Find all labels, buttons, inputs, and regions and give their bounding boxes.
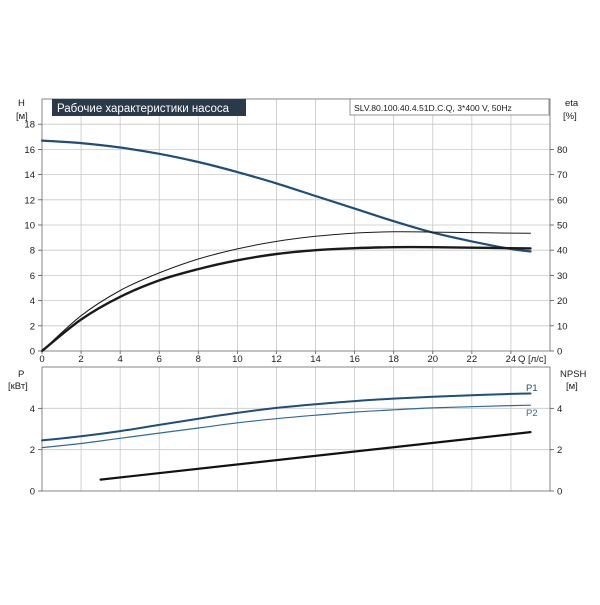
y-right-tick-label: 30: [557, 271, 568, 282]
y-left-label-lower: P: [18, 369, 24, 380]
x-tick-label: 14: [310, 354, 321, 365]
y-right-tick-label: 40: [557, 246, 568, 257]
upper-grid: [42, 99, 550, 351]
y-left-tick-label: 4: [30, 404, 35, 415]
curve-eta-thin: [41, 231, 531, 352]
y-right-tick-label: 70: [557, 170, 568, 181]
x-tick-label: 24: [506, 354, 517, 365]
series-label-p1: P1: [526, 383, 538, 394]
chart-title: Рабочие характеристики насоса: [57, 103, 230, 115]
x-tick-label: 8: [196, 354, 201, 365]
y-left-unit-upper: [м]: [16, 111, 28, 122]
curve-h: [40, 139, 532, 253]
y-left-tick-label: 2: [30, 321, 35, 332]
x-tick-label: 18: [388, 354, 399, 365]
lower-right-tick-labels: 0 2 4: [550, 404, 562, 498]
y-right-tick-label: 2: [557, 445, 562, 456]
pump-model-label: SLV.80.100.40.4.51D.C.Q, 3*400 V, 50Hz: [354, 103, 512, 113]
y-left-tick-label: 2: [30, 445, 35, 456]
curve-npsh: [99, 431, 532, 481]
x-axis-label: Q [л/с]: [518, 354, 546, 365]
y-right-tick-label: 80: [557, 145, 568, 156]
y-left-tick-label: 14: [24, 170, 35, 181]
lower-grid: [42, 367, 550, 491]
y-right-tick-label: 50: [557, 221, 568, 232]
y-right-label-lower: NPSH: [560, 369, 587, 380]
y-right-unit-lower: [м]: [566, 381, 578, 392]
upper-curves: [40, 139, 532, 353]
model-box: [349, 98, 550, 116]
x-tick-labels: 0 2 4 6 8 10 12 14 16 18 20 22 24: [39, 351, 516, 365]
x-tick-label: 16: [349, 354, 360, 365]
x-tick-label: 12: [271, 354, 282, 365]
y-left-tick-label: 4: [30, 296, 35, 307]
lower-left-tick-labels: 0 2 4: [30, 404, 42, 498]
lower-frame: [41, 366, 551, 492]
curve-eta-thick: [40, 245, 532, 353]
y-right-unit-upper: [%]: [563, 111, 577, 122]
y-left-tick-label: 16: [24, 145, 35, 156]
y-left-tick-label: 0: [30, 487, 35, 498]
x-tick-label: 22: [467, 354, 478, 365]
upper-right-tick-labels: 0 10 20 30 40 50 60 70 80: [550, 145, 568, 358]
y-right-tick-label: 0: [557, 347, 562, 358]
y-right-tick-label: 20: [557, 296, 568, 307]
y-left-tick-label: 12: [24, 195, 35, 206]
y-left-unit-lower: [кВт]: [8, 381, 28, 392]
x-tick-label: 10: [232, 354, 243, 365]
y-left-tick-label: 6: [30, 271, 35, 282]
upper-left-tick-labels: 0 2 4 6 8 10 12 14 16 18: [24, 120, 42, 358]
y-left-tick-label: 8: [30, 246, 35, 257]
y-left-tick-label: 0: [30, 347, 35, 358]
x-tick-label: 4: [118, 354, 123, 365]
lower-chart: 0 2 4 0 2 4 P [кВт] NPSH [м] P1 P2: [8, 366, 587, 498]
lower-curves: [41, 392, 532, 481]
y-right-tick-label: 0: [557, 487, 562, 498]
y-left-tick-label: 18: [24, 120, 35, 131]
y-right-label-upper: eta: [565, 98, 579, 109]
y-right-tick-label: 4: [557, 404, 562, 415]
curve-p1: [41, 392, 532, 442]
x-tick-label: 6: [157, 354, 162, 365]
y-right-tick-label: 60: [557, 195, 568, 206]
series-label-p2: P2: [526, 408, 538, 419]
y-left-tick-label: 10: [24, 221, 35, 232]
x-tick-label: 2: [78, 354, 83, 365]
x-tick-label: 20: [427, 354, 438, 365]
title-box: [52, 99, 246, 116]
x-tick-label: 0: [39, 354, 44, 365]
y-left-label-upper: H: [18, 98, 25, 109]
curve-p2: [41, 404, 532, 449]
y-right-tick-label: 10: [557, 321, 568, 332]
